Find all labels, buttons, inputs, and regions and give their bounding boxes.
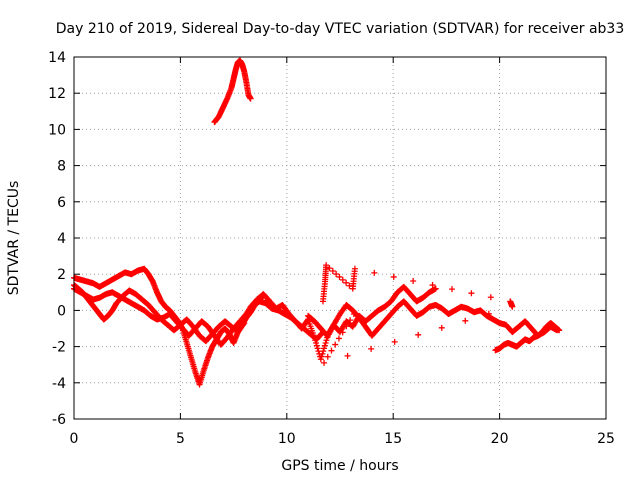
data-point xyxy=(323,262,330,269)
data-points xyxy=(71,57,563,388)
data-point xyxy=(343,279,350,286)
data-point xyxy=(339,276,346,283)
y-tick-label: 10 xyxy=(48,122,66,138)
y-tick-label: 14 xyxy=(48,50,66,66)
data-point xyxy=(321,342,328,349)
data-point xyxy=(509,303,516,310)
data-point xyxy=(241,320,248,327)
data-point xyxy=(324,353,331,360)
data-point xyxy=(487,294,494,301)
y-tick-label: 6 xyxy=(57,195,66,211)
data-point xyxy=(343,323,350,330)
data-point xyxy=(311,334,318,341)
data-point xyxy=(333,270,340,277)
data-point xyxy=(321,345,328,352)
x-tick-label: 10 xyxy=(278,431,296,447)
data-point xyxy=(321,359,328,366)
data-point xyxy=(438,324,445,331)
data-point xyxy=(347,317,354,324)
y-axis-label: SDTVAR / TECUs xyxy=(6,181,22,296)
data-point xyxy=(462,317,469,324)
data-point xyxy=(390,273,397,280)
data-point xyxy=(332,341,339,348)
data-point xyxy=(247,95,254,102)
data-point xyxy=(320,348,327,355)
y-tick-label: 12 xyxy=(48,86,66,102)
data-point xyxy=(313,339,320,346)
data-point xyxy=(350,311,357,318)
data-point xyxy=(415,331,422,338)
data-point xyxy=(322,339,329,346)
data-point xyxy=(344,352,351,359)
data-point xyxy=(391,338,398,345)
x-axis-label: GPS time / hours xyxy=(281,458,398,474)
y-tick-label: 8 xyxy=(57,159,66,175)
data-point xyxy=(326,265,333,272)
data-point xyxy=(410,277,417,284)
y-tick-label: -6 xyxy=(52,412,66,428)
y-tick-label: -4 xyxy=(52,376,66,392)
data-point xyxy=(556,327,563,334)
data-point xyxy=(429,282,436,289)
y-tick-label: 2 xyxy=(57,267,66,283)
y-tick-label: 4 xyxy=(57,231,66,247)
data-point xyxy=(323,337,330,344)
data-point xyxy=(371,269,378,276)
data-point xyxy=(368,345,375,352)
data-point xyxy=(314,345,321,352)
data-point xyxy=(312,337,319,344)
data-point xyxy=(336,273,343,280)
data-point xyxy=(329,268,336,275)
axis-ticks: 0 5 10 15 20 25 -6 -4 -2 0 2 4 6 8 10 12 14 xyxy=(48,50,615,447)
x-tick-label: 5 xyxy=(176,431,185,447)
grid-lines xyxy=(74,57,606,419)
data-point xyxy=(468,290,475,297)
chart-title: Day 210 of 2019, Sidereal Day-to-day VTE… xyxy=(56,21,625,37)
data-point xyxy=(335,335,342,342)
data-point xyxy=(328,347,335,354)
data-point xyxy=(351,265,358,272)
plot-frame xyxy=(73,56,607,420)
data-point xyxy=(317,356,324,363)
x-tick-label: 0 xyxy=(70,431,79,447)
data-point xyxy=(432,285,439,292)
data-point xyxy=(339,329,346,336)
x-tick-label: 25 xyxy=(597,431,615,447)
y-tick-label: -2 xyxy=(52,340,66,356)
data-point xyxy=(313,342,320,349)
y-tick-label: 0 xyxy=(57,303,66,319)
data-point xyxy=(318,353,325,360)
x-tick-label: 20 xyxy=(491,431,509,447)
data-point xyxy=(319,350,326,357)
data-point xyxy=(240,321,247,328)
data-point xyxy=(485,310,492,317)
data-point xyxy=(448,286,455,293)
x-tick-label: 15 xyxy=(384,431,402,447)
